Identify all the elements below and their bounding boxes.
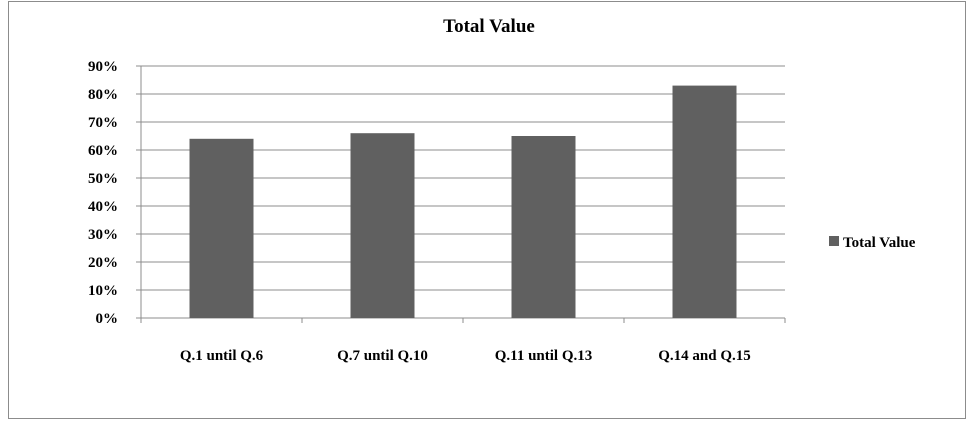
bars	[189, 85, 737, 318]
y-tick-label: 0%	[96, 311, 119, 327]
chart-frame	[8, 1, 966, 419]
y-tick-label: 20%	[88, 255, 118, 271]
bar	[672, 85, 737, 318]
x-tick-label: Q.11 until Q.13	[495, 348, 593, 364]
bar	[189, 138, 254, 318]
y-tick-label: 30%	[88, 227, 118, 243]
bar	[511, 136, 576, 318]
y-tick-label: 40%	[88, 199, 118, 215]
y-tick-label: 60%	[88, 143, 118, 159]
y-tick-label: 50%	[88, 171, 118, 187]
x-tick-label: Q.1 until Q.6	[180, 348, 264, 364]
chart-title: Total Value	[443, 16, 535, 37]
x-axis: Q.1 until Q.6 Q.7 until Q.10 Q.11 until Q.…	[140, 317, 786, 364]
bar	[350, 133, 415, 318]
legend-swatch	[829, 236, 839, 246]
y-tick-label: 70%	[88, 115, 118, 131]
y-tick-label: 90%	[88, 59, 118, 75]
x-tick-label: Q.14 and Q.15	[658, 348, 751, 364]
legend-label: Total Value	[843, 235, 916, 251]
y-tick-label: 10%	[88, 283, 118, 299]
legend: Total Value	[829, 235, 916, 251]
x-tick-label: Q.7 until Q.10	[337, 348, 428, 364]
y-axis: 0% 10% 20% 30% 40% 50% 60% 70% 80% 90%	[88, 59, 142, 327]
y-tick-label: 80%	[88, 87, 118, 103]
